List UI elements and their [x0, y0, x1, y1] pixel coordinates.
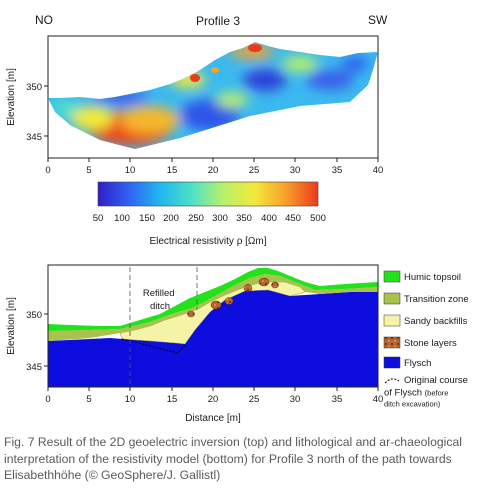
legend-swatch-stone-layers	[383, 336, 401, 349]
top-xtick: 40	[373, 165, 384, 176]
top-xtick: 25	[249, 165, 260, 176]
top-panel-right-direction: SW	[368, 13, 388, 27]
top-panel-left-direction: NO	[35, 13, 53, 27]
colorbar-tick: 300	[212, 213, 228, 224]
ditch-annotation: Refilled ditch	[143, 288, 177, 312]
top-ylabel: Elevation [m]	[6, 68, 17, 126]
bottom-xtick: 30	[290, 394, 301, 405]
colorbar-tick: 50	[93, 213, 104, 224]
top-xtick: 10	[125, 165, 136, 176]
legend-label-sandy-backfills: Sandy backfills	[404, 316, 468, 327]
bottom-xtick: 5	[86, 394, 91, 405]
ditch-annotation-line: Refilled	[143, 288, 175, 299]
layer-flysch	[48, 290, 378, 387]
legend-swatch-humic-topsoil	[383, 270, 401, 283]
lithology-section	[48, 268, 378, 387]
figure: NO Profile 3 SW	[6, 13, 471, 424]
top-xtick: 30	[290, 165, 301, 176]
top-panel: NO Profile 3 SW	[6, 13, 388, 176]
colorbar: 50 100 150 200 250 300 350 400 450 500 E…	[93, 181, 326, 247]
top-ytick: 345	[26, 132, 42, 143]
resistivity-section	[48, 42, 378, 149]
legend-swatch-sandy-backfills	[383, 314, 401, 327]
top-xtick: 20	[208, 165, 219, 176]
legend-swatch-transition-zone	[383, 292, 401, 305]
top-xtick: 15	[167, 165, 178, 176]
colorbar-label: Electrical resistivity ρ [Ωm]	[149, 236, 266, 247]
colorbar-tick: 500	[310, 213, 326, 224]
bottom-xtick: 35	[332, 394, 343, 405]
top-xtick: 5	[86, 165, 91, 176]
colorbar-tick: 200	[163, 213, 179, 224]
legend-swatch-original-course	[384, 378, 400, 384]
bottom-xtick: 40	[373, 394, 384, 405]
top-xtick: 0	[45, 165, 50, 176]
colorbar-tick: 350	[236, 213, 252, 224]
colorbar-tick: 400	[261, 213, 277, 224]
legend-label-humic-topsoil: Humic topsoil	[404, 272, 461, 283]
ditch-annotation-line: ditch	[150, 301, 170, 312]
bottom-ytick: 345	[26, 362, 42, 373]
legend-swatch-flysch	[383, 356, 401, 369]
top-panel-title: Profile 3	[196, 14, 240, 28]
bottom-y-ticks: 350 345	[26, 310, 48, 373]
stone-layers	[187, 277, 279, 318]
figure-caption: Fig. 7 Result of the 2D geoelectric inve…	[4, 435, 462, 482]
legend-label-flysch: Flysch	[404, 358, 431, 369]
legend-label-transition-zone: Transition zone	[404, 294, 469, 305]
top-ytick: 350	[26, 82, 42, 93]
bottom-x-ticks: 0 5 10 15 20 25 30 35 40	[45, 387, 383, 405]
lithology-legend: Humic topsoil Transition zone Sandy back…	[383, 270, 471, 409]
bottom-ytick: 350	[26, 310, 42, 321]
bottom-xtick: 20	[208, 394, 219, 405]
colorbar-tick: 150	[139, 213, 155, 224]
layer-transition-zone	[48, 274, 378, 341]
colorbar-gradient	[97, 181, 319, 207]
top-y-ticks: 350 345	[26, 82, 48, 143]
bottom-xtick: 25	[249, 394, 260, 405]
colorbar-tick: 450	[285, 213, 301, 224]
original-flysch-course	[121, 338, 187, 354]
colorbar-tick: 100	[114, 213, 130, 224]
colorbar-tick: 250	[188, 213, 204, 224]
legend-label-original-course: Original course of Flysch (before ditch …	[384, 375, 471, 409]
top-x-ticks: 0 5 10 15 20 25 30 35 40	[45, 158, 383, 176]
bottom-xtick: 10	[125, 394, 136, 405]
bottom-ylabel: Elevation [m]	[6, 297, 17, 355]
legend-label-stone-layers: Stone layers	[404, 338, 457, 349]
bottom-xlabel: Distance [m]	[185, 413, 241, 424]
bottom-xtick: 15	[167, 394, 178, 405]
bottom-xtick: 0	[45, 394, 50, 405]
bottom-panel: Refilled ditch 350 345 Elevation [m] 0 5…	[6, 264, 471, 424]
top-xtick: 35	[332, 165, 343, 176]
